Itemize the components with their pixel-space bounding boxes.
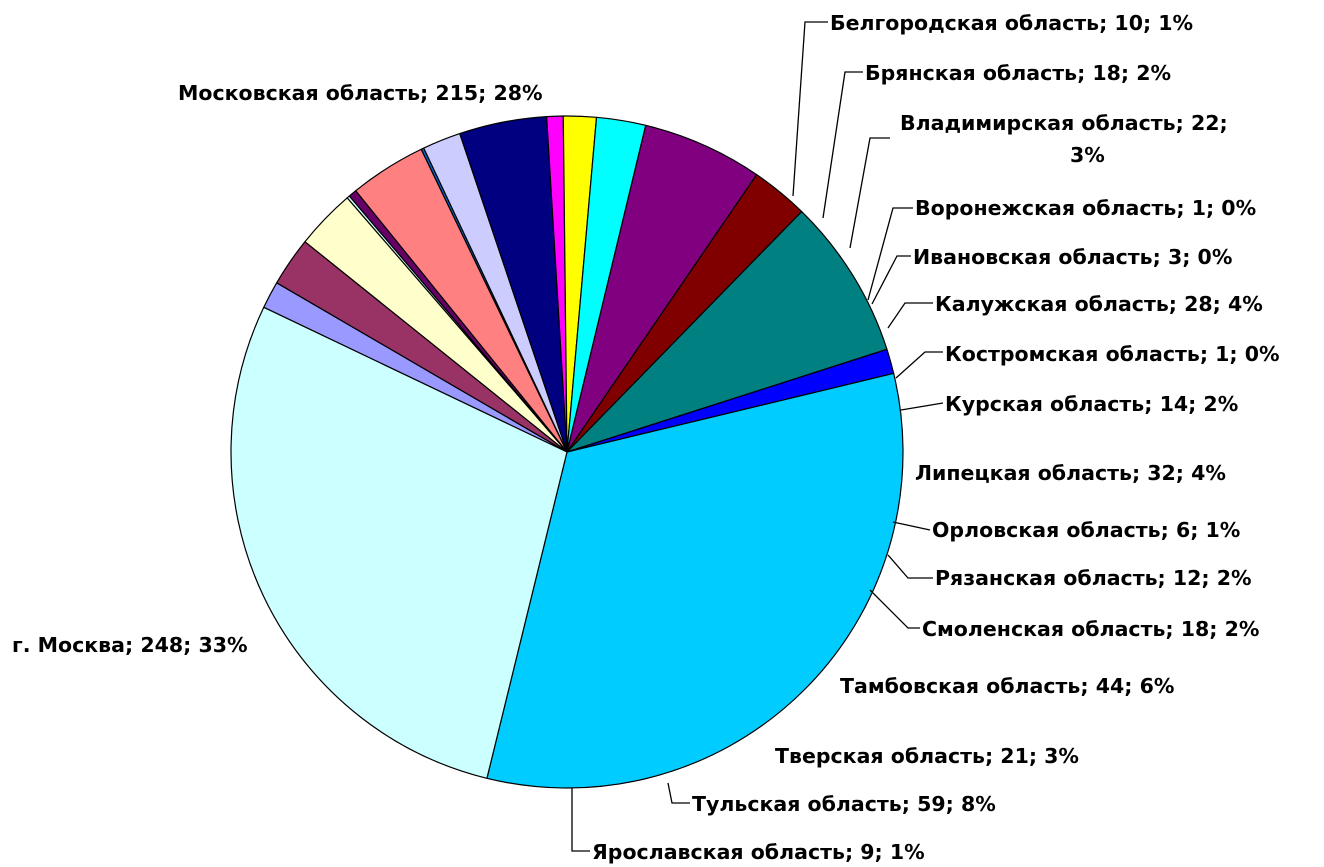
label-leader-lines — [571, 21, 944, 852]
leader-line-курская-область — [900, 402, 944, 411]
data-label-московская-область: Московская область; 215; 28% — [178, 81, 543, 105]
data-label-тверская-область: Тверская область; 21; 3% — [775, 744, 1079, 768]
data-label-воронежская-область: Воронежская область; 1; 0% — [915, 196, 1256, 220]
data-label-курская-область: Курская область; 14; 2% — [945, 392, 1238, 416]
leader-line-белгородская-область — [792, 21, 828, 197]
data-label-ярославская-область: Ярославская область; 9; 1% — [592, 840, 925, 864]
pie-slices — [230, 115, 904, 789]
data-label-рязанская-область: Рязанская область; 12; 2% — [935, 566, 1252, 590]
data-label-тамбовская-область: Тамбовская область; 44; 6% — [840, 674, 1174, 698]
data-label-ивановская-область: Ивановская область; 3; 0% — [913, 245, 1232, 269]
data-labels: Белгородская область; 10; 1% Брянская обл… — [12, 11, 1280, 864]
data-label-брянская-область: Брянская область; 18; 2% — [865, 61, 1171, 85]
leader-line-ярославская-область — [571, 788, 590, 852]
leader-line-смоленская-область — [869, 589, 920, 629]
leader-line-ивановская-область — [871, 255, 911, 305]
data-label-тульская-область: Тульская область; 59; 8% — [692, 792, 996, 816]
pie-slice-г-москва — [486, 372, 904, 789]
data-label-г-москва: г. Москва; 248; 33% — [12, 633, 248, 657]
pie-slice-тульская-область — [566, 210, 888, 453]
leader-line-калужская-область — [887, 302, 933, 329]
data-label-орловская-область: Орловская область; 6; 1% — [932, 518, 1240, 542]
leader-line-рязанская-область — [887, 554, 933, 579]
leader-line-тульская-область — [667, 782, 690, 804]
data-label-липецкая-область: Липецкая область; 32; 4% — [915, 461, 1226, 485]
data-label-белгородская-область: Белгородская область; 10; 1% — [830, 11, 1193, 35]
data-label-костромская-область: Костромская область; 1; 0% — [945, 342, 1280, 366]
leader-line-орловская-область — [892, 521, 931, 531]
leader-line-костромская-область — [895, 351, 943, 379]
leader-line-воронежская-область — [867, 207, 913, 301]
data-label-смоленская-область: Смоленская область; 18; 2% — [922, 617, 1259, 641]
leader-line-владимирская-область — [849, 137, 890, 249]
data-label-калужская-область: Калужская область; 28; 4% — [935, 292, 1263, 316]
leader-line-брянская-область — [822, 71, 863, 219]
pie-slice-московская-область — [230, 306, 568, 779]
data-label-владимирская-область: Владимирская область; 22; 3% — [900, 111, 1228, 167]
